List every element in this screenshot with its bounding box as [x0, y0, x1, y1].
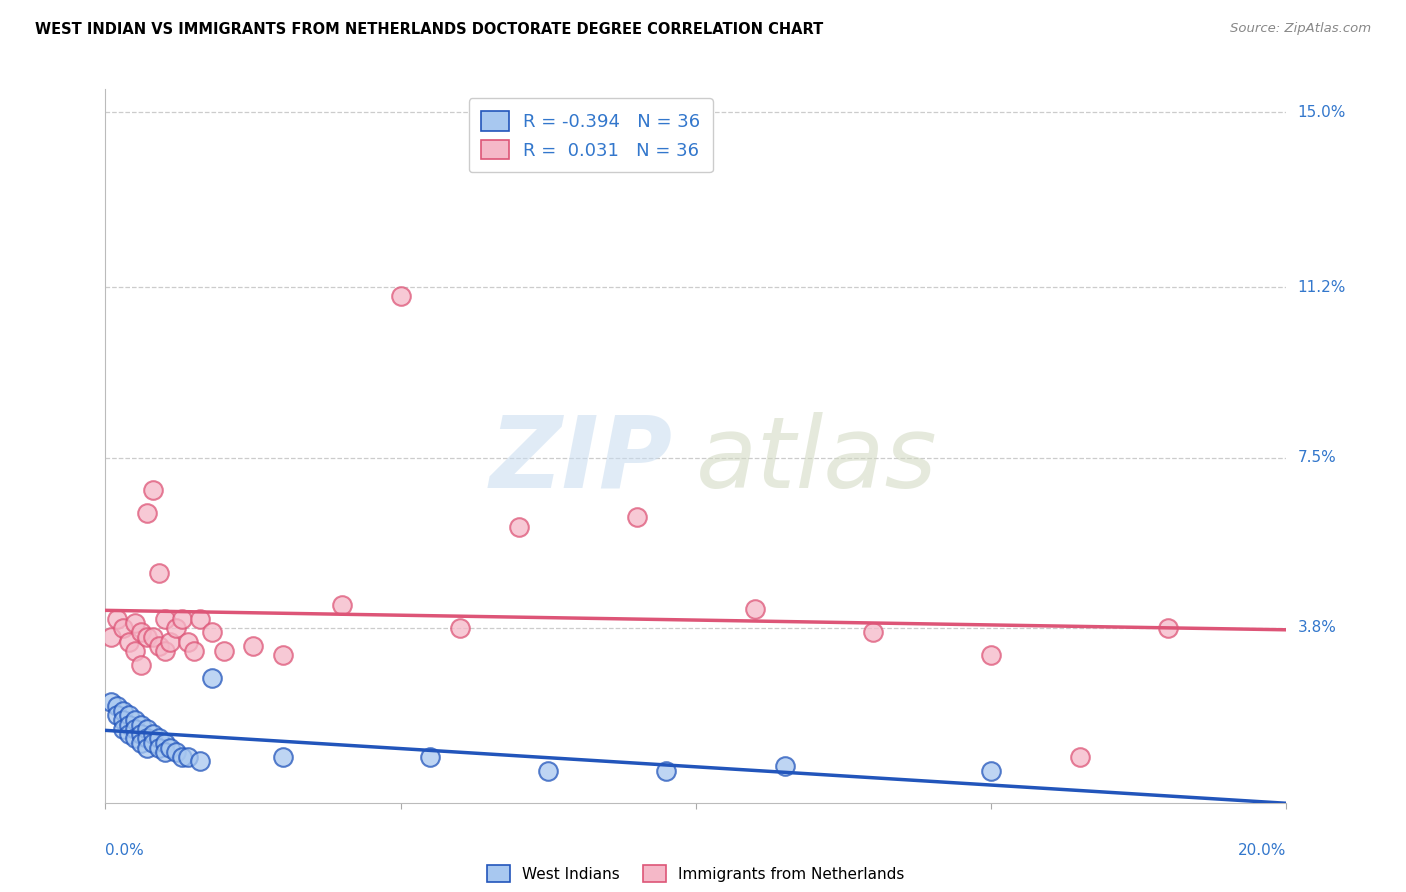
Point: [449, 621, 471, 635]
Point: [188, 612, 211, 626]
Point: [165, 745, 187, 759]
Point: [142, 736, 165, 750]
Point: [100, 630, 122, 644]
Point: [129, 717, 152, 731]
Text: 11.2%: 11.2%: [1298, 280, 1346, 294]
Point: [135, 630, 157, 644]
Point: [112, 722, 135, 736]
Point: [148, 640, 170, 654]
Point: [118, 708, 141, 723]
Point: [118, 717, 141, 731]
Text: 20.0%: 20.0%: [1239, 843, 1286, 858]
Point: [153, 736, 176, 750]
Point: [1157, 621, 1180, 635]
Point: [135, 740, 157, 755]
Point: [172, 749, 194, 764]
Point: [112, 704, 135, 718]
Point: [153, 612, 176, 626]
Text: atlas: atlas: [696, 412, 938, 508]
Point: [129, 625, 152, 640]
Point: [271, 648, 294, 663]
Point: [124, 713, 146, 727]
Point: [135, 506, 157, 520]
Point: [124, 616, 146, 631]
Text: 3.8%: 3.8%: [1298, 620, 1337, 635]
Point: [183, 644, 205, 658]
Point: [330, 598, 353, 612]
Point: [744, 602, 766, 616]
Point: [201, 625, 224, 640]
Text: Source: ZipAtlas.com: Source: ZipAtlas.com: [1230, 22, 1371, 36]
Point: [148, 731, 170, 746]
Point: [124, 644, 146, 658]
Point: [271, 749, 294, 764]
Point: [980, 648, 1002, 663]
Point: [118, 634, 141, 648]
Point: [980, 764, 1002, 778]
Point: [242, 640, 264, 654]
Point: [773, 759, 796, 773]
Point: [129, 736, 152, 750]
Point: [112, 621, 135, 635]
Point: [172, 612, 194, 626]
Point: [129, 657, 152, 672]
Text: 0.0%: 0.0%: [105, 843, 145, 858]
Point: [212, 644, 235, 658]
Point: [135, 731, 157, 746]
Legend: West Indians, Immigrants from Netherlands: West Indians, Immigrants from Netherland…: [481, 859, 911, 888]
Text: ZIP: ZIP: [489, 412, 672, 508]
Point: [153, 745, 176, 759]
Point: [153, 644, 176, 658]
Point: [148, 740, 170, 755]
Point: [159, 634, 181, 648]
Point: [508, 519, 530, 533]
Point: [112, 713, 135, 727]
Point: [626, 510, 648, 524]
Point: [862, 625, 884, 640]
Point: [177, 749, 200, 764]
Point: [537, 764, 560, 778]
Point: [124, 731, 146, 746]
Point: [165, 621, 187, 635]
Point: [1069, 749, 1091, 764]
Point: [177, 634, 200, 648]
Text: 7.5%: 7.5%: [1298, 450, 1337, 465]
Point: [389, 289, 412, 303]
Point: [105, 708, 128, 723]
Point: [419, 749, 441, 764]
Point: [142, 630, 165, 644]
Point: [142, 483, 165, 497]
Point: [124, 722, 146, 736]
Point: [201, 672, 224, 686]
Point: [100, 694, 122, 708]
Point: [148, 566, 170, 580]
Point: [129, 727, 152, 741]
Point: [135, 722, 157, 736]
Point: [105, 612, 128, 626]
Text: 15.0%: 15.0%: [1298, 104, 1346, 120]
Point: [105, 699, 128, 714]
Text: WEST INDIAN VS IMMIGRANTS FROM NETHERLANDS DOCTORATE DEGREE CORRELATION CHART: WEST INDIAN VS IMMIGRANTS FROM NETHERLAN…: [35, 22, 824, 37]
Point: [159, 740, 181, 755]
Point: [118, 727, 141, 741]
Point: [142, 727, 165, 741]
Point: [655, 764, 678, 778]
Point: [188, 755, 211, 769]
